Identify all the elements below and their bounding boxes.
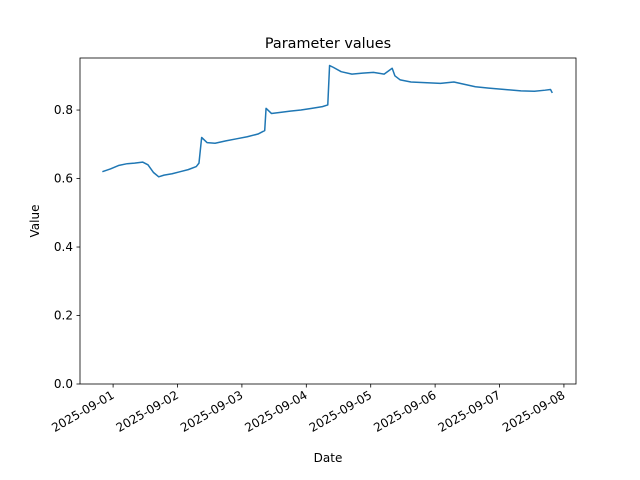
y-tick-label: 0.4 [54,240,73,254]
y-tick-label: 0.2 [54,309,73,323]
y-tick-label: 0.0 [54,377,73,391]
y-tick-label: 0.6 [54,172,73,186]
data-line [102,64,553,178]
chart-title: Parameter values [265,36,391,52]
y-tick-label: 0.8 [54,103,73,117]
x-axis-label: Date [314,451,343,465]
plot-frame [79,57,577,385]
y-axis-label: Value [28,205,42,238]
